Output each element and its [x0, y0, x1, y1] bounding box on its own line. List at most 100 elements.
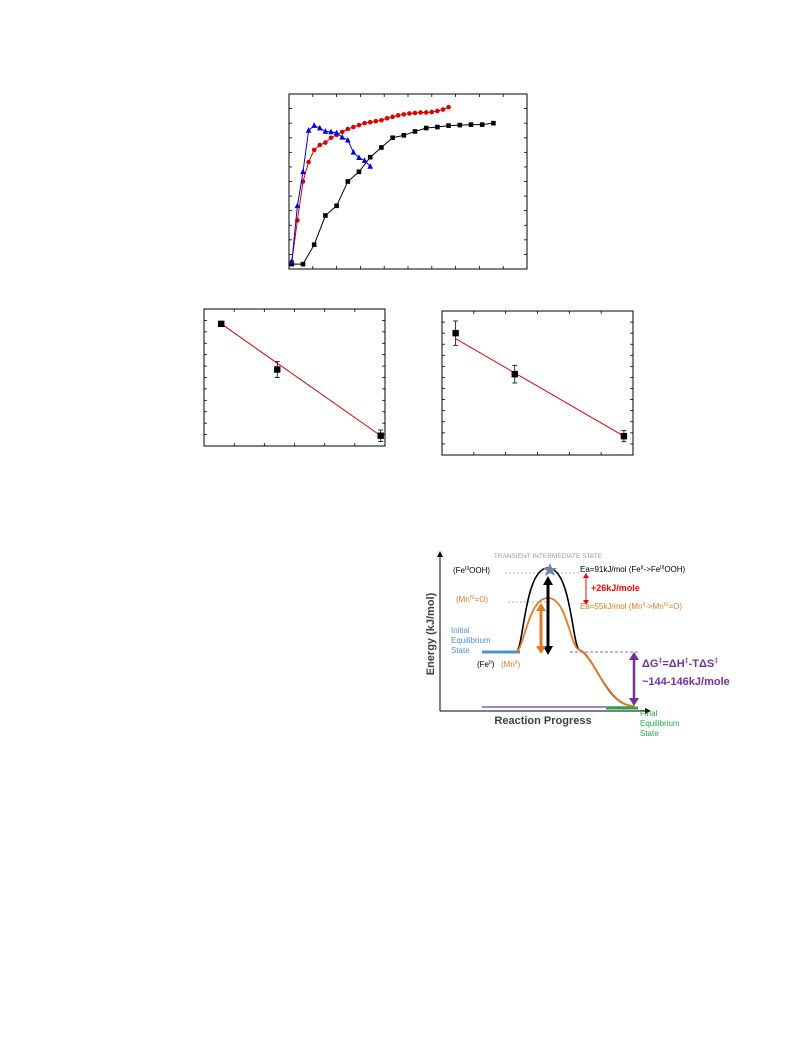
data-point-1 [440, 107, 446, 112]
data-point-1 [407, 111, 412, 116]
delta-g-value: ~144-146kJ/mole [642, 676, 730, 688]
mn-ea-arrowhead-top [536, 603, 546, 611]
data-point-2 [300, 168, 306, 175]
data-point-1 [306, 159, 311, 165]
energy-x-axis-label: Reaction Progress [494, 715, 591, 727]
energy-y-axis-label: Energy (kJ/mol) [425, 592, 437, 675]
data-point-0 [377, 432, 384, 439]
data-point-1 [317, 142, 323, 148]
data-point-1 [367, 119, 373, 125]
data-point-0 [446, 123, 451, 128]
data-point-1 [412, 110, 418, 116]
data-point-0 [345, 179, 351, 184]
data-point-2 [361, 157, 368, 163]
data-point-1 [390, 114, 395, 120]
data-point-2 [317, 124, 323, 131]
data-point-1 [401, 112, 407, 117]
delta-g-arrowhead-top [629, 652, 639, 660]
data-point-0 [390, 135, 395, 141]
initial-state-label: Initial Equilibrium State [451, 626, 493, 655]
data-point-0 [620, 432, 628, 440]
data-point-2 [322, 128, 329, 134]
data-point-2 [350, 149, 357, 155]
data-point-1 [418, 110, 423, 115]
mn-o-label: (MnIV=O) [456, 595, 488, 604]
data-point-0 [468, 122, 474, 127]
ea-fe-label: Ea=91kJ/mol (FeII->FeIIIOOH) [580, 565, 686, 574]
data-point-0 [379, 145, 384, 150]
fe-ii-label: (FeII) [477, 660, 495, 669]
data-point-1 [356, 122, 362, 128]
data-point-0 [412, 129, 418, 134]
data-point-2 [339, 133, 345, 140]
fe-ea-arrowhead-top [543, 576, 553, 585]
data-point-1 [395, 113, 401, 118]
delta-ea-label: +26kJ/mole [591, 583, 640, 593]
final-state-label: Final Equilibrium State [640, 709, 682, 738]
data-point-0 [457, 122, 463, 128]
data-point-2 [328, 128, 334, 135]
energy-diagram-svg: Energy (kJ/mol) Reaction Progress TRANSI… [425, 551, 730, 738]
data-point-2 [333, 129, 340, 136]
data-point-1 [311, 147, 317, 153]
data-point-0 [452, 329, 459, 337]
series-line-2 [291, 125, 371, 262]
arrhenius-chart-right-svg [441, 310, 634, 456]
kinetics-chart [288, 93, 528, 270]
data-point-0 [479, 122, 485, 127]
data-point-2 [294, 202, 301, 209]
energy-diagram: Energy (kJ/mol) Reaction Progress TRANSI… [420, 546, 740, 746]
kinetics-chart-svg [288, 93, 528, 270]
data-point-0 [300, 261, 306, 267]
data-point-0 [323, 213, 328, 218]
data-point-2 [356, 154, 362, 160]
data-point-1 [423, 110, 429, 115]
data-point-1 [328, 135, 334, 141]
data-point-0 [511, 370, 518, 378]
data-point-1 [379, 117, 384, 123]
arrhenius-chart-right [441, 310, 634, 456]
data-point-2 [305, 127, 312, 133]
data-point-1 [323, 140, 328, 145]
data-point-1 [446, 104, 451, 110]
plot-frame [288, 93, 528, 270]
data-point-1 [435, 108, 440, 114]
data-point-1 [351, 124, 356, 130]
data-point-1 [373, 118, 379, 124]
delta-ea-arrowhead-top [583, 573, 589, 578]
data-point-0 [356, 169, 362, 175]
data-point-0 [311, 242, 317, 247]
mn-ea-arrowhead-bottom [536, 646, 546, 654]
data-point-1 [429, 109, 435, 115]
data-point-0 [401, 133, 407, 138]
data-point-0 [289, 261, 295, 267]
data-point-1 [384, 116, 390, 121]
delta-ea-arrowhead-bottom [583, 600, 589, 605]
transient-state-label: TRANSIENT INTERMEDIATE STATE [494, 553, 603, 560]
data-point-1 [345, 126, 351, 132]
data-point-2 [367, 163, 373, 169]
data-point-0 [491, 120, 496, 126]
delta-g-arrowhead-bottom [629, 698, 639, 706]
data-point-1 [339, 129, 345, 135]
fit-line [455, 338, 625, 437]
data-point-0 [274, 366, 281, 373]
data-point-2 [311, 122, 317, 128]
data-point-0 [435, 124, 440, 130]
data-point-2 [345, 136, 351, 143]
arrhenius-chart-left [203, 308, 386, 447]
data-point-2 [289, 258, 295, 265]
plot-frame [441, 310, 634, 456]
mn-energy-curve [515, 597, 635, 707]
data-point-0 [334, 203, 339, 209]
transient-state-star [543, 563, 557, 576]
fit-line [220, 323, 381, 437]
fe-ea-arrowhead-bottom [543, 646, 553, 655]
data-point-0 [218, 320, 225, 328]
arrhenius-chart-left-svg [203, 308, 386, 447]
fe-ooh-label: (FeIIIOOH) [453, 566, 490, 575]
data-point-0 [367, 154, 373, 160]
data-point-1 [362, 120, 367, 126]
ea-mn-label: Ea=55kJ/mol (MnII->MnIV=O) [580, 602, 682, 611]
delta-g-label: ΔG‡=ΔH‡-TΔS‡ [642, 658, 718, 670]
